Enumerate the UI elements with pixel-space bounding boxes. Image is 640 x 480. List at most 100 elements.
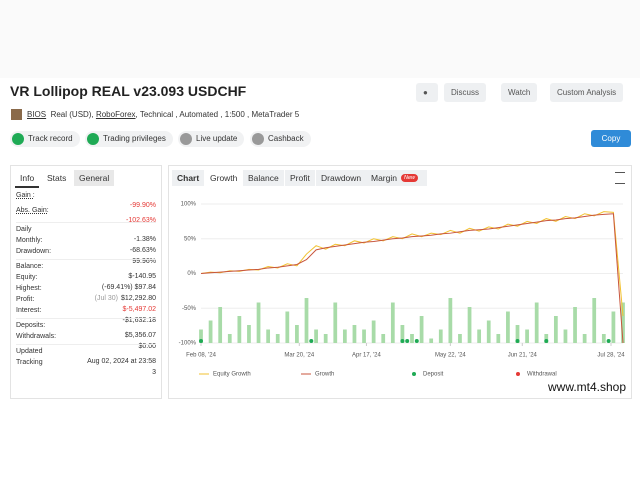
volume-bar [323,334,328,343]
info-row: Withdrawals: $0.00 [16,332,156,350]
legend-label: Withdrawal [527,372,557,378]
chart-tab[interactable]: Profit [285,170,315,186]
row-text: $-5,497.02 [122,306,156,313]
info-row: Daily -1.38% [16,225,156,243]
volume-bar [400,325,405,343]
legend-label: Growth [315,372,334,378]
info-row: Drawdown: 99.96% [16,247,156,265]
info-tab[interactable]: Stats [47,173,67,183]
info-panel: Info Stats General Gain : -99.90% Abs. Gain: -… [10,165,162,399]
volume-bar [611,311,616,343]
separator [16,259,156,260]
info-tab[interactable]: Info [15,170,40,188]
row-value: (Jul 30) $12,292.80 [95,294,156,304]
watch-button[interactable]: Watch [501,83,538,102]
row-text: -1.38% [133,236,156,243]
row-text: $5,356.07 [124,332,156,339]
meta-line: BIOS Real (USD), RoboForex, Technical , … [27,110,299,119]
chart-tab[interactable]: Drawdown [316,170,367,186]
bell-button[interactable]: ● [416,83,438,102]
y-tick-label: 50% [184,236,197,242]
row-value: -1.38% [134,235,156,245]
badge-text: Track record [28,134,73,143]
row-text: $0.00 [138,343,156,350]
y-tick-label: 100% [181,202,197,208]
row-value: 3 [152,368,156,378]
volume-bar [304,298,309,343]
info-row: Tracking 3 [16,358,156,376]
badge-icon [252,133,264,145]
author[interactable]: BIOS [27,110,47,119]
deposit-dot [414,339,419,343]
series-line [200,213,624,344]
row-label: Highest: [16,285,42,292]
volume-bar [467,307,472,343]
volume-bar [247,325,251,343]
x-tick-label: Feb 08, '24 [186,353,216,359]
row-label: Deposits: [16,322,46,329]
info-row: Updated Aug 02, 2024 at 23:58 [16,347,156,365]
volume-bar [573,307,577,343]
avatar [11,109,22,120]
badge-text: Live update [196,134,238,143]
row-label: Drawdown: [16,248,52,255]
legend-swatch [516,372,520,376]
x-tick-label: Jul 28, '24 [597,353,625,359]
volume-bar [314,329,318,343]
chart-tab[interactable]: Growth [205,170,243,186]
volume-bar [563,329,568,343]
settings-icon[interactable] [615,172,625,184]
account: Real (USD), [50,110,94,119]
deposit-dot [515,339,520,343]
volume-bar [621,302,625,343]
separator [16,344,156,345]
row-value: -102.63% [126,216,156,226]
analysis-button[interactable]: Custom Analysis [550,83,624,102]
row-value: $-140.95 [128,272,156,282]
row-label: Balance: [16,263,44,270]
badge-text: Cashback [268,134,304,143]
row-label: Tracking [16,359,43,366]
meta: , Technical , Automated , 1:500 , MetaTr… [135,110,300,119]
legend-label: Deposit [423,372,444,378]
deposit-dot [309,339,314,343]
broker[interactable]: RoboForex [95,110,136,119]
deposit-dot [199,339,203,343]
volume-bar [208,320,213,343]
row-value: $5,356.07 [125,331,156,341]
badge: Cashback [250,131,311,147]
chart-tab[interactable]: Balance [243,170,284,186]
discuss-button[interactable]: Discuss [444,83,487,102]
legend-label: Equity Growth [213,372,251,378]
row-label: Interest: [16,307,42,314]
volume-bar [486,320,491,343]
row-value: $-5,497.02 [123,305,156,315]
row-note: (Jul 30) [94,295,118,302]
badge: Live update [178,131,245,147]
volume-bar [553,316,558,343]
row-value: 99.96% [132,257,156,267]
info-row: Gain : -99.90% [16,191,156,209]
row-value: -99.90% [130,201,156,211]
volume-bar [429,338,434,343]
x-tick-label: May 22, '24 [435,353,466,359]
row-label: Abs. Gain: [16,207,49,214]
y-tick-label: -50% [182,306,197,312]
volume-bar [285,311,290,343]
x-tick-label: Apr 17, '24 [352,353,381,359]
chart-panel: Chart Growth Balance Profit Drawdown Margin Ne… [168,165,632,399]
row-label: Equity: [16,274,38,281]
volume-bar [525,329,529,343]
chart-tab[interactable]: Chart [172,170,205,186]
badge-icon [180,133,192,145]
row-text: -68.63% [129,247,156,254]
volume-bar [477,329,482,343]
row-text: -$1,632.18 [122,317,156,324]
badge-icon [12,133,24,145]
x-tick-label: Jun 21, '24 [508,353,538,359]
copy-button[interactable]: Copy [591,130,631,147]
info-tab[interactable]: General [74,170,115,186]
separator [16,222,156,223]
title: VR Lollipop REAL v23.093 USDCHF [10,83,247,99]
